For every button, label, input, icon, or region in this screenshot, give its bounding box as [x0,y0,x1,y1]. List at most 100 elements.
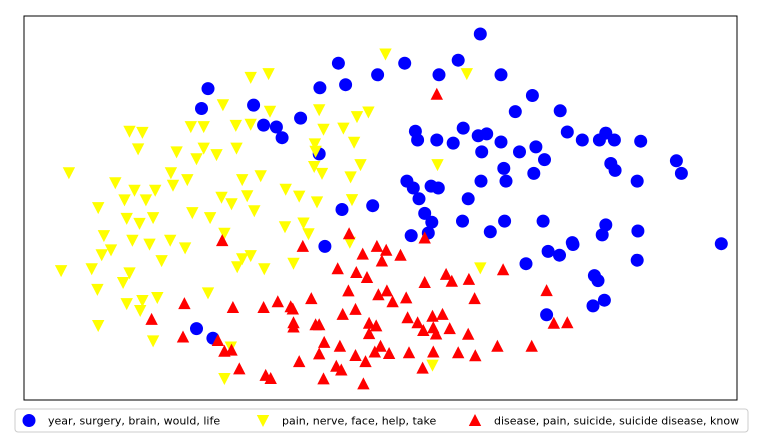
series-3-point [400,291,413,304]
series-1-point [591,274,605,288]
series-3-point [362,327,376,340]
series-3-point [468,292,481,305]
series-1-point [519,257,533,271]
series-3-point [427,345,440,358]
series-3-point [372,288,385,301]
series-2-point [218,227,231,240]
series-3-point [264,372,277,384]
series-2-point [197,121,210,134]
series-2-point [474,262,487,275]
series-3-point [226,301,240,313]
series-2-point [197,142,210,155]
series-3-point [370,319,383,332]
series-3-point [380,243,393,256]
series-2-point [190,153,203,166]
series-3-point [418,231,431,244]
series-3-point [271,295,284,308]
series-2-point [279,183,292,196]
series-3-point [445,274,458,287]
series-1-point [529,140,543,154]
series-2-point [293,190,306,203]
series-1-point [566,238,580,251]
series-1-point [560,125,574,139]
series-2-point [164,234,177,247]
series-1-point [404,229,418,243]
series-2-point [136,126,149,139]
series-1-point [497,161,511,175]
series-2-point [126,234,139,247]
series-2-point [210,149,223,162]
series-3-point [287,320,300,333]
series-3-point [547,316,560,329]
series-2-point [118,194,131,207]
series-2-point [258,263,271,276]
series-1-point [195,102,208,115]
legend-entry-3: disease, pain, suicide, suicide disease,… [468,414,739,428]
series-2-point [97,230,111,243]
series-2-point [120,298,133,311]
series-1-point [586,299,600,313]
series-1-point [604,157,618,170]
series-3-point [380,284,394,297]
series-3-point [216,234,229,247]
series-3-point [436,307,449,320]
legend-label-1: year, surgery, brain, would, life [48,415,220,428]
series-2-point [431,159,444,172]
series-1-point [412,192,426,206]
series-3-point [418,276,431,288]
series-1-point [474,174,488,188]
series-3-point [411,316,424,329]
legend-marker-2 [256,415,270,427]
series-3-point [257,301,270,313]
series-1-point [540,308,554,322]
series-1-point [575,133,589,147]
series-2-point [310,196,324,209]
legend-entry-2: pain, nerve, face, help, take [256,415,437,428]
series-3-point [286,302,299,315]
series-1-point [471,129,485,143]
series-2-point [244,250,257,263]
series-2-point [54,265,68,278]
series-3-point [443,322,456,335]
series-3-point [540,284,553,297]
series-1-point [431,181,445,195]
series-3-point [491,339,504,352]
series-2-point [120,212,133,225]
series-3-point [426,309,439,322]
series-3-point [356,247,369,260]
series-2-point [184,121,197,134]
series-2-point [426,359,439,372]
series-1-point [257,118,271,132]
series-1-point [371,68,385,82]
series-2-point [337,122,350,135]
series-2-point [317,123,330,136]
series-2-point [133,217,146,230]
series-2-point [230,142,243,155]
legend-marker-1 [22,414,36,427]
series-2-point [343,236,356,249]
series-1-point [553,248,566,262]
series-2-point [104,244,118,257]
series-3-point [293,355,306,368]
series-2-point [201,287,215,300]
series-2-point [218,373,231,385]
series-2-point [313,104,326,117]
series-3-point [313,347,326,360]
series-3-point [305,292,318,305]
series-1-point [294,111,308,125]
series-1-point [714,237,728,251]
series-2-point [379,48,392,61]
series-2-point [164,167,178,180]
series-2-point [236,253,249,266]
series-2-point [95,249,108,262]
series-1-point [313,81,327,95]
series-3-point [335,363,348,376]
series-3-point [359,355,372,368]
series-3-point [218,344,231,357]
series-3-point [525,339,538,352]
series-2-point [308,138,322,151]
series-1-point [634,134,648,148]
series-1-point [553,104,567,118]
series-3-point [342,284,355,297]
series-1-point [538,153,551,167]
